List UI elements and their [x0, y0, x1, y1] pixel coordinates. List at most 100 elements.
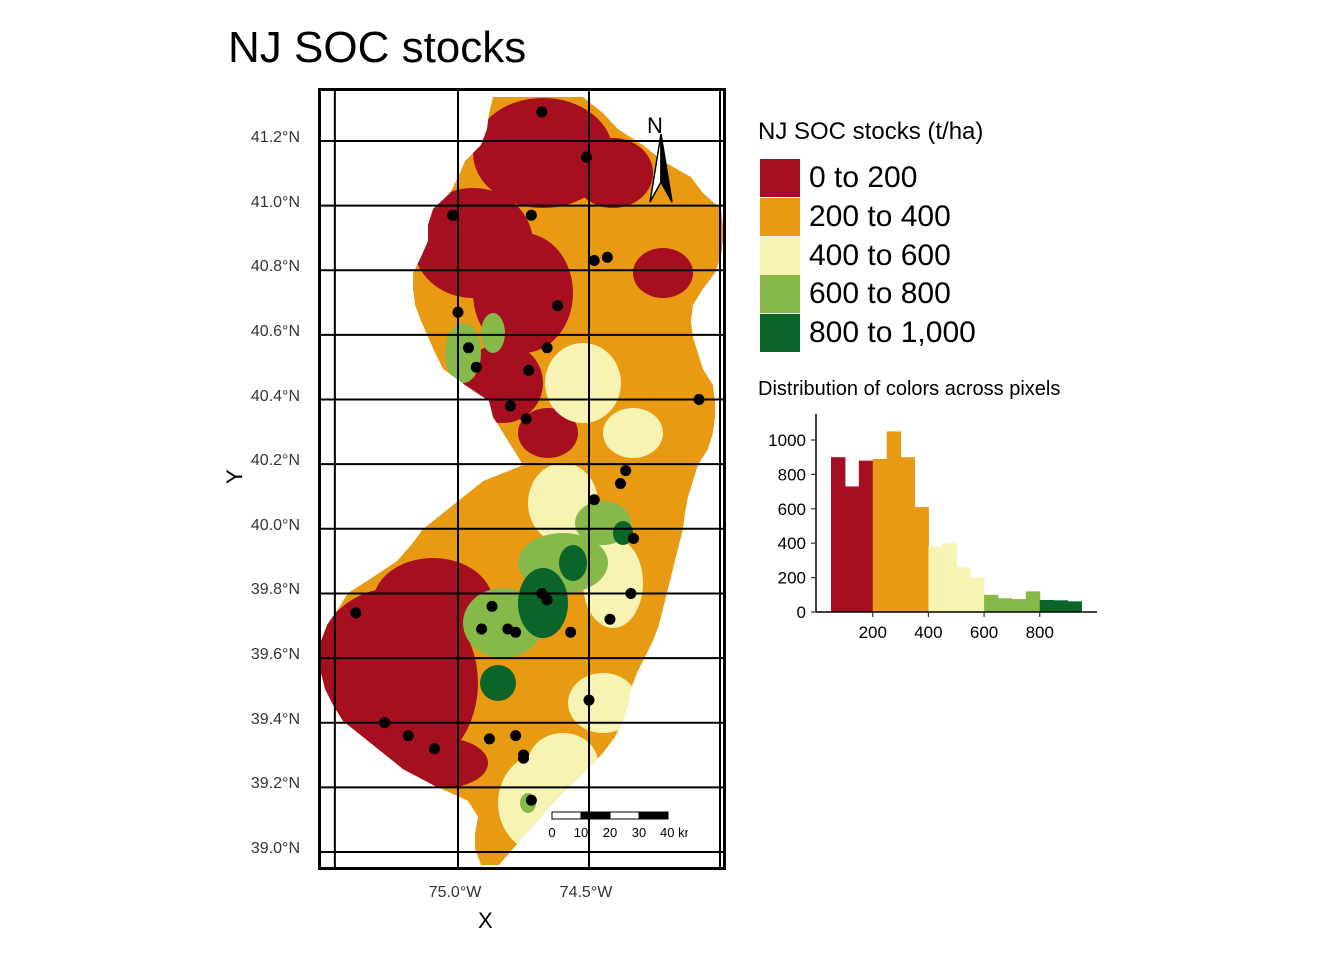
y-tick-label: 39.0°N — [250, 840, 300, 857]
y-axis-label: Y — [222, 469, 247, 484]
y-tick-label: 41.2°N — [250, 128, 300, 146]
raster-north-0-200 — [633, 248, 693, 298]
sample-point — [525, 209, 537, 221]
sample-point — [447, 209, 459, 221]
histogram-bar — [1011, 599, 1027, 612]
sample-point — [428, 743, 440, 755]
map-title: NJ SOC stocks — [228, 23, 527, 72]
sample-point — [580, 151, 592, 163]
x-tick-label: 75.0°W — [428, 884, 482, 901]
histogram-x-tick-label: 200 — [859, 623, 887, 642]
sample-point — [541, 342, 553, 354]
sample-point — [625, 587, 637, 599]
histogram-bar — [956, 567, 971, 612]
raster-400-600 — [568, 673, 638, 733]
sample-point — [379, 717, 391, 729]
legend-swatch — [760, 159, 800, 197]
sample-point — [536, 106, 548, 118]
legend-swatch — [760, 198, 800, 236]
map-panel — [318, 88, 726, 870]
legend-item-800-1000: 800 to 1,000 — [760, 314, 976, 352]
legend-item-600-800: 600 to 800 — [760, 275, 951, 313]
histogram-chart: 0 200 400 600 800 1000 200 400 600 800 — [740, 410, 1120, 650]
y-tick-label: 40.0°N — [250, 516, 300, 534]
scale-label-20: 20 — [603, 825, 617, 840]
x-axis-label: X — [478, 908, 493, 933]
histogram-bar — [900, 457, 915, 612]
sample-point — [452, 306, 464, 318]
legend-title: NJ SOC stocks (t/ha) — [758, 118, 984, 145]
histogram-bar — [1067, 601, 1082, 612]
north-label: N — [647, 113, 663, 138]
y-tick-label: 40.2°N — [250, 452, 300, 470]
sample-point — [693, 394, 705, 406]
y-tick-label: 40.8°N — [250, 258, 300, 276]
histogram-bar — [970, 577, 985, 612]
legend-label: 0 to 200 — [809, 161, 918, 194]
sample-point — [350, 607, 362, 619]
legend-label: 200 to 400 — [809, 200, 951, 233]
legend-label: 800 to 1,000 — [809, 316, 976, 349]
histogram-y-tick-label: 0 — [797, 603, 806, 622]
histogram-bar — [831, 457, 846, 612]
scale-label-40: 40 km — [660, 825, 688, 840]
raster-600-800 — [445, 323, 481, 383]
raster-800-1000 — [559, 545, 587, 581]
raster-south-0-200 — [398, 738, 488, 788]
sample-point — [552, 300, 564, 312]
legend-label: 400 to 600 — [809, 239, 951, 272]
sample-point — [504, 400, 516, 412]
sample-point — [523, 364, 535, 376]
histogram-bar — [984, 594, 999, 612]
histogram-bar — [872, 458, 888, 612]
sample-point — [565, 626, 577, 638]
y-tick-label: 39.2°N — [250, 775, 300, 793]
histogram-bar — [858, 460, 874, 612]
nj-soc-map — [321, 91, 723, 867]
sample-point — [525, 794, 537, 806]
sample-point — [588, 494, 600, 506]
sample-point — [462, 342, 474, 354]
raster-central-0-200 — [518, 408, 578, 458]
raster-south-0-200 — [373, 558, 493, 648]
y-tick-label: 40.6°N — [250, 322, 300, 340]
sample-point — [483, 733, 495, 745]
sample-point — [510, 626, 522, 638]
sample-point — [520, 413, 532, 425]
raster-600-800 — [481, 313, 505, 353]
histogram-y-tick-label: 400 — [778, 534, 806, 553]
histogram-bar — [844, 486, 860, 612]
y-tick-label: 40.4°N — [250, 387, 300, 405]
legend-swatch — [760, 237, 800, 275]
raster-north-0-200 — [573, 138, 653, 208]
histogram-x-tick-label: 800 — [1026, 623, 1054, 642]
sample-point — [620, 465, 632, 477]
sample-points — [350, 106, 705, 806]
sample-point — [518, 752, 529, 764]
histogram-y-tick-label: 600 — [778, 500, 806, 519]
y-tick-label: 39.4°N — [250, 710, 300, 728]
sample-point — [628, 532, 640, 544]
sample-point — [402, 730, 414, 742]
histogram-bar — [1025, 591, 1041, 612]
sample-point — [583, 694, 595, 706]
raster-400-600 — [545, 343, 621, 423]
sample-point — [614, 478, 626, 490]
y-tick-label: 39.6°N — [250, 646, 300, 664]
y-tick-label: 41.0°N — [250, 193, 300, 211]
histogram-x-tick-label: 400 — [914, 623, 942, 642]
legend-label: 600 to 800 — [809, 277, 951, 310]
scale-label-0: 0 — [548, 825, 555, 840]
histogram-bar — [942, 543, 957, 612]
histogram-y-tick-label: 800 — [778, 465, 806, 484]
histogram-bar — [1039, 599, 1055, 612]
sample-point — [470, 361, 482, 373]
scale-label-10: 10 — [574, 825, 588, 840]
histogram-y-tick-label: 1000 — [768, 431, 806, 450]
histogram-y-tick-label: 200 — [778, 569, 806, 588]
histogram-x-tick-label: 600 — [970, 623, 998, 642]
histogram-bar — [928, 546, 943, 612]
scale-bar: 0 10 20 30 40 km — [548, 808, 695, 844]
north-arrow-icon — [649, 133, 673, 203]
histogram-bar — [886, 431, 902, 612]
